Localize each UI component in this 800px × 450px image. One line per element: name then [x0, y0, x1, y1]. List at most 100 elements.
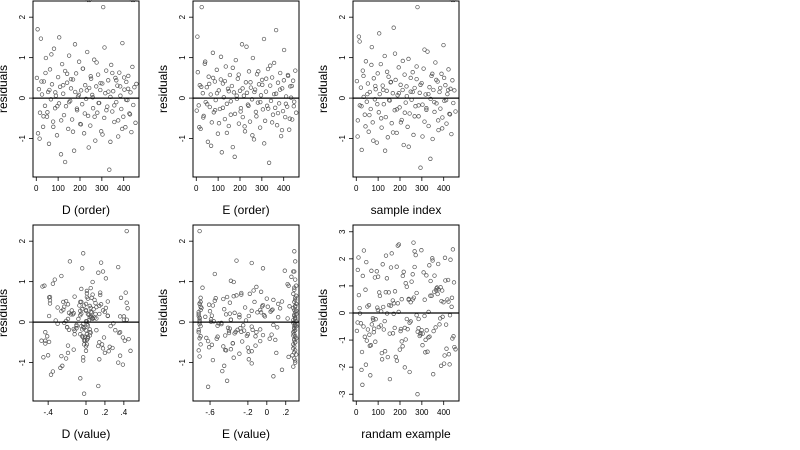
- data-point: [129, 129, 134, 135]
- data-point: [122, 87, 127, 92]
- data-point: [271, 91, 277, 97]
- y-tick-label: 2: [178, 238, 187, 243]
- data-point: [96, 343, 101, 349]
- data-point: [356, 34, 362, 39]
- data-point: [279, 367, 285, 372]
- data-point: [367, 89, 372, 95]
- data-point: [383, 114, 388, 120]
- plot-frame: [192, 0, 300, 178]
- data-point: [389, 121, 394, 126]
- data-point: [452, 344, 457, 350]
- data-point: [253, 109, 259, 115]
- data-point: [240, 86, 245, 91]
- data-point: [363, 287, 368, 292]
- data-point: [379, 116, 384, 121]
- y-tick-label: -1: [178, 358, 187, 366]
- data-point: [233, 57, 238, 63]
- data-point: [114, 99, 119, 105]
- data-point: [382, 349, 388, 354]
- data-point: [120, 40, 125, 46]
- data-point: [198, 295, 203, 300]
- data-point: [268, 63, 273, 68]
- data-point: [83, 301, 89, 307]
- data-point: [422, 47, 427, 52]
- data-point: [396, 65, 401, 70]
- data-point: [212, 298, 217, 303]
- data-point: [370, 120, 375, 125]
- data-point: [100, 132, 105, 137]
- data-point: [423, 350, 428, 355]
- data-point: [402, 72, 407, 77]
- data-point: [445, 297, 450, 302]
- data-point: [410, 272, 415, 277]
- data-point: [90, 106, 96, 111]
- data-point: [287, 127, 292, 132]
- data-point: [260, 82, 265, 87]
- data-point: [221, 344, 226, 349]
- data-point: [409, 279, 414, 284]
- data-point: [446, 67, 451, 72]
- data-point: [203, 314, 208, 319]
- data-point: [421, 270, 426, 275]
- data-point: [98, 80, 103, 86]
- data-point: [80, 327, 85, 332]
- data-point: [391, 25, 396, 30]
- data-point: [71, 148, 77, 153]
- data-point: [77, 303, 82, 308]
- data-point: [291, 104, 296, 109]
- data-point: [416, 316, 421, 322]
- data-point: [427, 334, 432, 339]
- data-point: [211, 110, 216, 115]
- data-point: [422, 119, 427, 124]
- y-axis-title: residuals: [0, 289, 10, 337]
- data-point: [275, 325, 280, 330]
- data-point: [231, 294, 236, 299]
- data-point: [234, 293, 239, 298]
- data-point: [270, 112, 276, 117]
- data-point: [255, 100, 261, 105]
- data-point: [246, 349, 251, 354]
- data-point: [97, 357, 102, 362]
- x-tick-label: .4: [121, 408, 128, 417]
- data-point: [40, 124, 46, 129]
- data-point: [264, 103, 270, 108]
- data-point: [420, 102, 425, 107]
- data-point: [85, 311, 91, 317]
- data-point: [221, 296, 226, 302]
- data-point: [448, 86, 453, 91]
- data-point: [277, 306, 283, 311]
- data-point: [119, 106, 124, 112]
- data-point: [116, 118, 121, 123]
- data-point: [442, 353, 447, 358]
- data-point: [426, 91, 431, 97]
- data-point: [381, 87, 386, 93]
- data-point: [218, 77, 223, 82]
- data-point: [376, 110, 381, 115]
- data-point: [84, 332, 90, 337]
- data-point: [39, 92, 45, 97]
- data-point: [50, 369, 56, 374]
- data-point: [99, 342, 105, 347]
- data-point: [384, 276, 390, 281]
- data-point: [404, 84, 409, 89]
- data-point: [387, 376, 393, 382]
- data-point: [247, 291, 252, 296]
- data-point: [385, 135, 390, 140]
- data-point: [355, 118, 360, 123]
- data-point: [285, 72, 291, 78]
- data-point: [90, 95, 95, 100]
- data-point: [237, 315, 242, 320]
- data-point: [400, 58, 405, 64]
- data-point: [88, 74, 93, 79]
- data-point: [73, 71, 79, 76]
- data-point: [240, 114, 245, 120]
- data-point: [36, 87, 42, 92]
- data-point: [292, 249, 297, 254]
- data-point: [369, 62, 374, 68]
- data-point: [428, 156, 433, 161]
- data-point: [293, 360, 298, 365]
- data-point: [124, 228, 129, 234]
- y-tick-label: -2: [338, 363, 347, 371]
- data-point: [84, 342, 90, 347]
- plot-frame: [352, 0, 460, 178]
